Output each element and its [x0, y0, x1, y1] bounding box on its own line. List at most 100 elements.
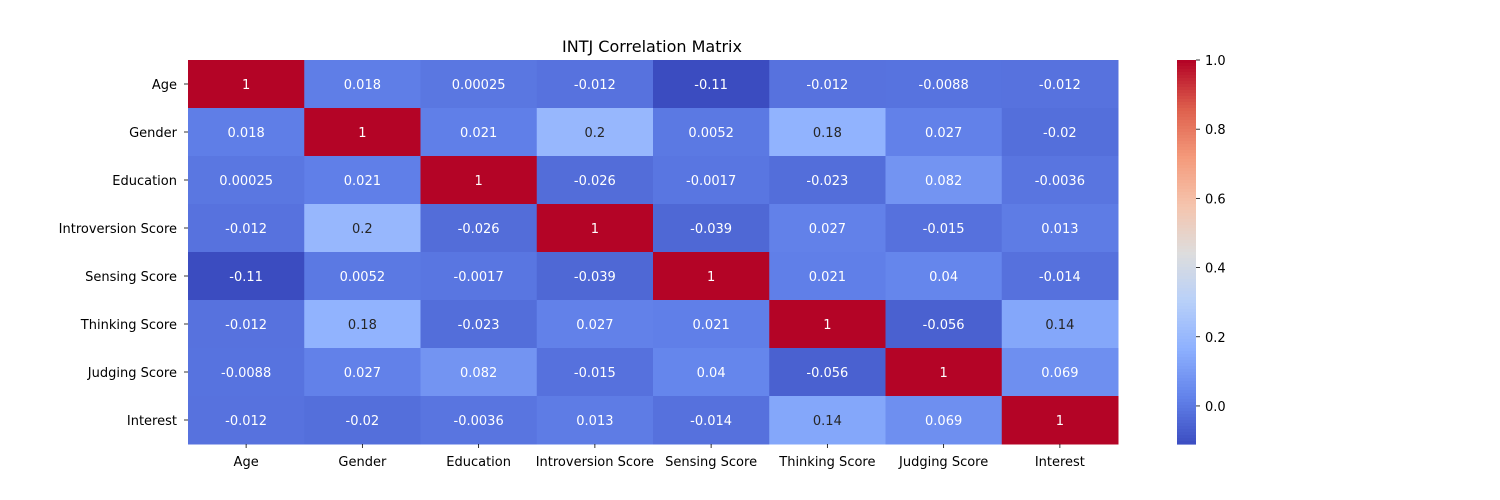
colorbar-segment — [1177, 186, 1196, 190]
colorbar-segment — [1177, 237, 1196, 241]
cell-value-label: 0.2 — [352, 222, 373, 237]
heatmap-cell — [420, 348, 538, 397]
heatmap-cell — [420, 108, 538, 157]
heatmap-cell — [653, 396, 770, 445]
cell-value-label: -0.023 — [806, 174, 848, 189]
colorbar-segment — [1177, 150, 1196, 154]
heatmap-cell — [769, 300, 886, 349]
cell-value-label: 0.018 — [344, 78, 381, 93]
heatmap-cell — [536, 156, 654, 205]
cell-value-label: -0.012 — [225, 318, 267, 333]
colorbar-segment — [1177, 129, 1196, 133]
colorbar-segment — [1177, 318, 1196, 322]
cell-value-label: -0.0036 — [454, 414, 504, 429]
cell-value-label: -0.056 — [923, 318, 965, 333]
colorbar-segment — [1177, 162, 1196, 166]
heatmap-cell — [188, 396, 305, 445]
colorbar-segment — [1177, 303, 1196, 307]
cell-value-label: 1 — [591, 222, 599, 237]
cell-value-label: 0.18 — [348, 318, 377, 333]
colorbar-segment — [1177, 96, 1196, 100]
x-tick-label: Sensing Score — [665, 455, 757, 470]
colorbar-segment — [1177, 273, 1196, 277]
colorbar-segment — [1177, 81, 1196, 85]
colorbar-segment — [1177, 144, 1196, 148]
cell-value-label: 0.082 — [460, 366, 497, 381]
colorbar-segment — [1177, 387, 1196, 391]
cell-value-label: 0.027 — [809, 222, 846, 237]
x-tick-label: Gender — [338, 455, 387, 470]
colorbar-segment — [1177, 153, 1196, 157]
colorbar-segment — [1177, 171, 1196, 175]
cell-value-label: 0.013 — [576, 414, 613, 429]
colorbar-segment — [1177, 339, 1196, 343]
colorbar-segment — [1177, 342, 1196, 346]
cell-value-label: 1 — [939, 366, 947, 381]
cell-value-label: 0.027 — [925, 126, 962, 141]
colorbar-segment — [1177, 372, 1196, 376]
heatmap-cell — [1001, 60, 1119, 109]
cell-value-label: -0.039 — [690, 222, 732, 237]
heatmap-cell — [885, 204, 1003, 253]
heatmap-cell — [536, 300, 654, 349]
cell-value-label: -0.026 — [574, 174, 616, 189]
colorbar-segment — [1177, 60, 1196, 64]
colorbar-segment — [1177, 123, 1196, 127]
heatmap-cell — [304, 300, 421, 349]
heatmap-cell — [885, 156, 1003, 205]
colorbar-tick-label: 0.4 — [1205, 262, 1226, 277]
x-tick-label: Introversion Score — [536, 455, 654, 470]
colorbar-segment — [1177, 243, 1196, 247]
heatmap-cell — [653, 60, 770, 109]
cell-value-label: 0.027 — [344, 366, 381, 381]
colorbar-segment — [1177, 183, 1196, 187]
colorbar-segment — [1177, 384, 1196, 388]
colorbar-segment — [1177, 84, 1196, 88]
colorbar-segment — [1177, 396, 1196, 400]
colorbar-segment — [1177, 330, 1196, 334]
cell-value-label: 0.082 — [925, 174, 962, 189]
colorbar-segment — [1177, 291, 1196, 295]
cell-value-label: 0.027 — [576, 318, 613, 333]
colorbar-segment — [1177, 336, 1196, 340]
colorbar-segment — [1177, 309, 1196, 313]
colorbar-segment — [1177, 159, 1196, 163]
colorbar-segment — [1177, 204, 1196, 208]
heatmap-cell — [1001, 108, 1119, 157]
colorbar-segment — [1177, 105, 1196, 109]
colorbar-segment — [1177, 192, 1196, 196]
colorbar-segment — [1177, 360, 1196, 364]
colorbar-segment — [1177, 438, 1196, 442]
heatmap-cell — [885, 300, 1003, 349]
colorbar-segment — [1177, 225, 1196, 229]
cell-value-label: -0.015 — [923, 222, 965, 237]
cell-value-label: -0.039 — [574, 270, 616, 285]
cell-value-label: 1 — [823, 318, 831, 333]
colorbar-tick-label: 0.0 — [1205, 400, 1226, 415]
heatmap-cell — [653, 108, 770, 157]
heatmap-cell — [420, 252, 538, 301]
cell-value-label: -0.11 — [229, 270, 263, 285]
colorbar-tick-label: 0.6 — [1205, 192, 1226, 207]
colorbar-segment — [1177, 93, 1196, 97]
cell-value-label: 1 — [358, 126, 366, 141]
colorbar-segment — [1177, 414, 1196, 418]
colorbar-segment — [1177, 114, 1196, 118]
colorbar-segment — [1177, 276, 1196, 280]
x-tick-label: Education — [446, 455, 511, 470]
colorbar-segment — [1177, 189, 1196, 193]
x-tick-label: Thinking Score — [778, 455, 875, 470]
colorbar-segment — [1177, 240, 1196, 244]
colorbar-segment — [1177, 135, 1196, 139]
colorbar-segment — [1177, 429, 1196, 433]
cell-value-label: 0.013 — [1041, 222, 1078, 237]
colorbar-segment — [1177, 87, 1196, 91]
y-tick-label: Interest — [127, 414, 177, 429]
colorbar-segment — [1177, 351, 1196, 355]
cell-value-label: 1 — [1056, 414, 1064, 429]
colorbar-segment — [1177, 282, 1196, 286]
heatmap-cell — [653, 252, 770, 301]
colorbar-segment — [1177, 264, 1196, 268]
heatmap-cell — [188, 348, 305, 397]
y-axis-ticks: Age Gender Education Introversion Score Sens… — [59, 78, 188, 429]
